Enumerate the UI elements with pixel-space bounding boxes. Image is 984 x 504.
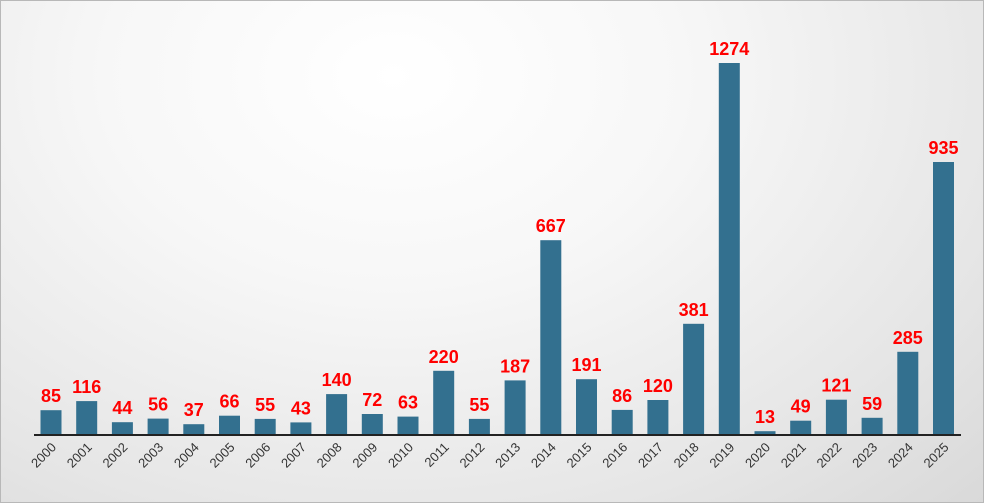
value-label-2012: 55: [469, 395, 489, 415]
bar-2021: [790, 420, 812, 435]
value-label-2000: 85: [41, 386, 61, 406]
value-label-2022: 121: [821, 376, 851, 396]
value-label-2010: 63: [398, 393, 418, 413]
x-tick-label-2007: 2007: [278, 440, 309, 471]
bar-2012: [468, 418, 490, 435]
x-tick-label-2023: 2023: [849, 440, 880, 471]
value-label-2003: 56: [148, 395, 168, 415]
bar-2013: [504, 380, 526, 435]
bar-2018: [683, 323, 705, 435]
x-tick-label-2017: 2017: [635, 440, 666, 471]
bar-2024: [897, 351, 919, 435]
value-label-2004: 37: [184, 400, 204, 420]
value-label-2005: 66: [219, 392, 239, 412]
x-tick-label-2003: 2003: [135, 440, 166, 471]
value-label-2025: 935: [928, 138, 958, 158]
value-label-2021: 49: [791, 397, 811, 417]
bar-2003: [147, 418, 169, 435]
x-tick-label-2025: 2025: [921, 440, 952, 471]
value-label-2001: 116: [72, 377, 101, 397]
x-tick-label-2001: 2001: [64, 440, 95, 471]
bar-2010: [397, 416, 419, 435]
x-tick-label-2006: 2006: [242, 440, 273, 471]
value-label-2024: 285: [893, 328, 923, 348]
bar-2009: [361, 414, 383, 435]
bar-2022: [825, 399, 847, 435]
bar-2020: [754, 431, 776, 435]
value-label-2009: 72: [362, 390, 382, 410]
value-label-2006: 55: [255, 395, 275, 415]
bar-2015: [576, 379, 597, 435]
bars-group: [40, 63, 954, 435]
bar-2004: [183, 424, 205, 435]
value-label-2014: 667: [536, 216, 566, 236]
value-label-2007: 43: [291, 398, 311, 418]
bar-2014: [540, 240, 562, 435]
x-tick-label-2018: 2018: [671, 440, 702, 471]
bar-2023: [861, 417, 883, 435]
value-label-2017: 120: [643, 376, 673, 396]
value-label-2013: 187: [500, 356, 530, 376]
x-tick-label-2012: 2012: [456, 440, 487, 471]
value-labels-group: 85 116 44 56 37 66 55 43 140 72 63 220 55 187 667 191 86…: [41, 39, 959, 427]
value-label-2015: 191: [571, 355, 601, 375]
x-tick-label-2002: 2002: [99, 440, 130, 471]
bar-2017: [647, 400, 669, 435]
x-tick-label-2020: 2020: [742, 440, 773, 471]
bar-2002: [111, 422, 133, 435]
x-tick-label-2009: 2009: [349, 440, 380, 471]
x-tick-label-2016: 2016: [599, 440, 630, 471]
x-tick-labels-group: 2000 2001 2002 2003 2004 2005 2006 2007 2008 2009…: [28, 440, 952, 471]
bar-2011: [433, 370, 455, 435]
value-label-2002: 44: [112, 398, 132, 418]
bar-2005: [219, 415, 240, 435]
x-tick-label-2011: 2011: [421, 440, 451, 470]
x-tick-label-2022: 2022: [813, 440, 844, 471]
bar-2000: [40, 410, 62, 435]
x-tick-label-2008: 2008: [314, 440, 345, 471]
x-tick-label-2010: 2010: [385, 440, 416, 471]
x-tick-label-2024: 2024: [885, 440, 916, 471]
value-label-2008: 140: [322, 370, 352, 390]
x-tick-label-2015: 2015: [564, 440, 595, 471]
x-tick-label-2005: 2005: [207, 440, 238, 471]
bar-2016: [611, 409, 633, 435]
x-tick-label-2019: 2019: [706, 440, 737, 471]
value-label-2016: 86: [612, 386, 632, 406]
bar-2001: [76, 401, 98, 435]
bar-2008: [326, 394, 348, 435]
x-tick-label-2014: 2014: [528, 440, 559, 471]
value-label-2019: 1274: [709, 39, 749, 59]
bar-2019: [718, 63, 740, 435]
x-tick-label-2000: 2000: [28, 440, 59, 471]
value-label-2023: 59: [862, 394, 882, 414]
x-tick-label-2013: 2013: [492, 440, 523, 471]
x-tick-label-2004: 2004: [171, 440, 202, 471]
value-label-2020: 13: [755, 407, 775, 427]
x-tick-label-2021: 2021: [778, 440, 809, 471]
bar-2007: [290, 422, 312, 435]
bar-2006: [254, 418, 276, 435]
value-label-2018: 381: [679, 300, 709, 320]
bar-2025: [933, 162, 954, 435]
value-label-2011: 220: [429, 347, 459, 367]
